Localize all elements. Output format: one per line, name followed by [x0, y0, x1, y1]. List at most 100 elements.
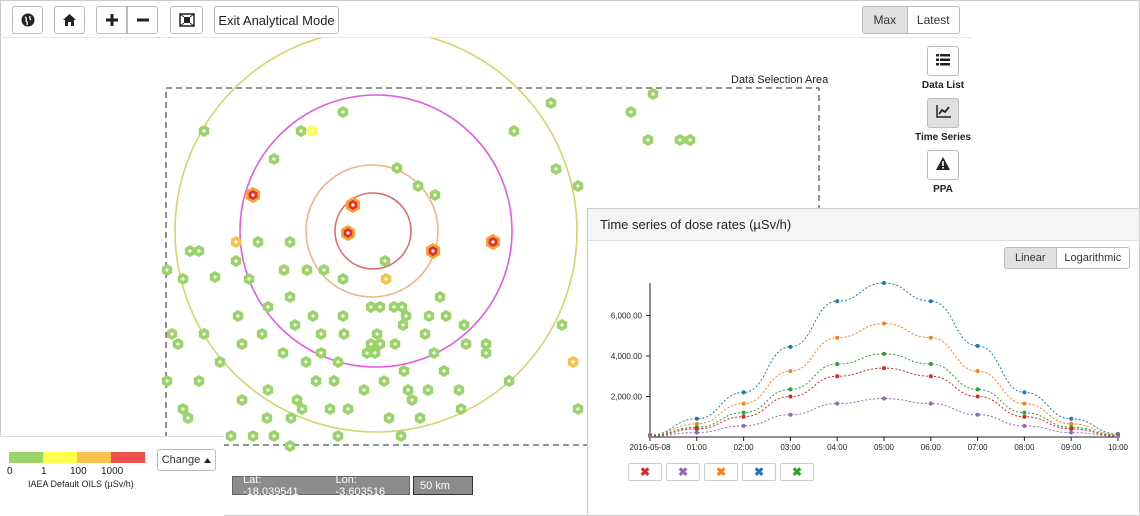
monitoring-station-marker-center	[265, 416, 269, 420]
data-point	[1069, 421, 1074, 426]
legend-tick: 1000	[101, 466, 124, 477]
legend-tick: 100	[70, 466, 87, 477]
linear-button[interactable]: Linear	[1005, 248, 1056, 268]
monitoring-station-marker-center	[341, 314, 345, 318]
latest-button[interactable]: Latest	[906, 7, 959, 33]
legend-tick: 0	[7, 466, 13, 477]
series-toggle-button[interactable]: ✖	[742, 463, 776, 481]
data-point	[694, 430, 699, 435]
home-button[interactable]	[54, 6, 85, 34]
x-tick-label: 02:00	[734, 443, 755, 452]
map-svg	[161, 29, 820, 452]
x-tick-label: 2016-05-08	[630, 443, 671, 452]
data-point	[1069, 430, 1074, 435]
data-list-tool[interactable]: Data List	[913, 46, 973, 91]
zoom-in-button[interactable]	[96, 6, 127, 34]
monitoring-station-marker-center	[288, 444, 292, 448]
scale-value: 50 km	[420, 479, 450, 492]
data-point	[882, 321, 886, 326]
monitoring-station-marker-center	[678, 138, 682, 142]
series-line	[649, 353, 1119, 436]
ppa-tool[interactable]: PPA	[913, 150, 973, 195]
y-tick-label: 2,000.00	[611, 392, 643, 401]
exit-analytical-mode-button[interactable]: Exit Analytical Mode	[214, 6, 339, 34]
ppa-button[interactable]	[927, 150, 959, 180]
series-toggle-button[interactable]: ✖	[704, 463, 738, 481]
range-ring	[174, 29, 578, 433]
monitoring-station-marker-center	[410, 398, 414, 402]
change-legend-button[interactable]: Change	[157, 449, 216, 471]
close-icon: ✖	[791, 465, 803, 479]
x-tick-label: 05:00	[874, 443, 895, 452]
legend-swatch-1	[9, 452, 43, 463]
data-point	[882, 396, 886, 401]
monitoring-station-marker-center	[336, 434, 340, 438]
max-button[interactable]: Max	[863, 7, 907, 33]
data-point	[1069, 416, 1074, 421]
monitoring-station-marker-center	[295, 398, 299, 402]
data-point	[741, 401, 746, 406]
data-point	[694, 426, 699, 431]
globe-button[interactable]	[12, 6, 43, 34]
range-ring	[239, 94, 513, 368]
monitoring-station-marker-center	[384, 277, 388, 281]
monitoring-station-marker-center	[560, 323, 564, 327]
toolbar: Exit Analytical Mode Max Latest	[0, 0, 972, 38]
monitoring-station-marker-center	[251, 434, 255, 438]
monitoring-station-marker-center	[202, 129, 206, 133]
x-tick-label: 06:00	[921, 443, 942, 452]
data-point	[741, 410, 746, 415]
data-list-button[interactable]	[927, 46, 959, 76]
monitoring-station-marker-center	[373, 351, 377, 355]
monitoring-station-marker-center	[288, 240, 292, 244]
x-tick-label: 04:00	[827, 443, 848, 452]
time-series-button[interactable]	[927, 98, 959, 128]
x-tick-label: 07:00	[968, 443, 989, 452]
monitoring-station-marker-center	[484, 342, 488, 346]
monitoring-station-marker-center	[442, 369, 446, 373]
monitoring-station-marker-center	[383, 259, 387, 263]
monitoring-station-marker-center	[426, 388, 430, 392]
monitoring-station-marker-center	[240, 398, 244, 402]
zoom-out-button[interactable]	[127, 6, 158, 34]
data-point	[882, 351, 886, 356]
series-toggle-button[interactable]: ✖	[780, 463, 814, 481]
monitoring-station-marker-center	[305, 268, 309, 272]
logarithmic-button[interactable]: Logarithmic	[1055, 248, 1129, 268]
series-toggle-button[interactable]: ✖	[666, 463, 700, 481]
data-point	[788, 387, 793, 392]
legend-swatch-2	[43, 452, 77, 463]
monitoring-station-marker-center	[299, 129, 303, 133]
tool-sidebar: Data List Time Series PPA	[913, 38, 973, 208]
monitoring-station-marker-center	[311, 314, 315, 318]
monitoring-station-marker-center	[387, 416, 391, 420]
monitoring-station-marker-center	[406, 388, 410, 392]
data-point	[1022, 390, 1027, 395]
monitoring-station-marker-center	[202, 332, 206, 336]
data-point	[1069, 426, 1074, 431]
monitoring-station-marker-center	[507, 379, 511, 383]
monitoring-station-marker-center	[288, 295, 292, 299]
monitoring-station-marker-center	[395, 166, 399, 170]
series-toggle-button[interactable]: ✖	[628, 463, 662, 481]
monitoring-station-marker-center	[256, 240, 260, 244]
monitoring-station-marker-center	[218, 360, 222, 364]
monitoring-station-marker-center	[378, 342, 382, 346]
monitoring-station-marker-center	[646, 138, 650, 142]
monitoring-station-marker-center	[247, 277, 251, 281]
map-canvas[interactable]	[0, 29, 972, 516]
monitoring-station-marker-core-center	[346, 231, 350, 235]
chart-line-icon	[935, 105, 951, 121]
monitoring-station-marker-center	[400, 305, 404, 309]
time-series-tool[interactable]: Time Series	[913, 98, 973, 143]
monitoring-station-marker-center	[260, 332, 264, 336]
monitoring-station-marker-center	[402, 369, 406, 373]
time-series-title: Time series of dose rates (µSv/h)	[600, 217, 792, 232]
monitoring-station-marker-center	[399, 434, 403, 438]
data-point	[975, 394, 980, 399]
data-point	[835, 374, 840, 379]
legend-color-bar	[9, 452, 145, 463]
monitoring-station-marker-center	[433, 193, 437, 197]
monitoring-station-marker-center	[427, 314, 431, 318]
fit-extent-button[interactable]	[170, 6, 203, 34]
